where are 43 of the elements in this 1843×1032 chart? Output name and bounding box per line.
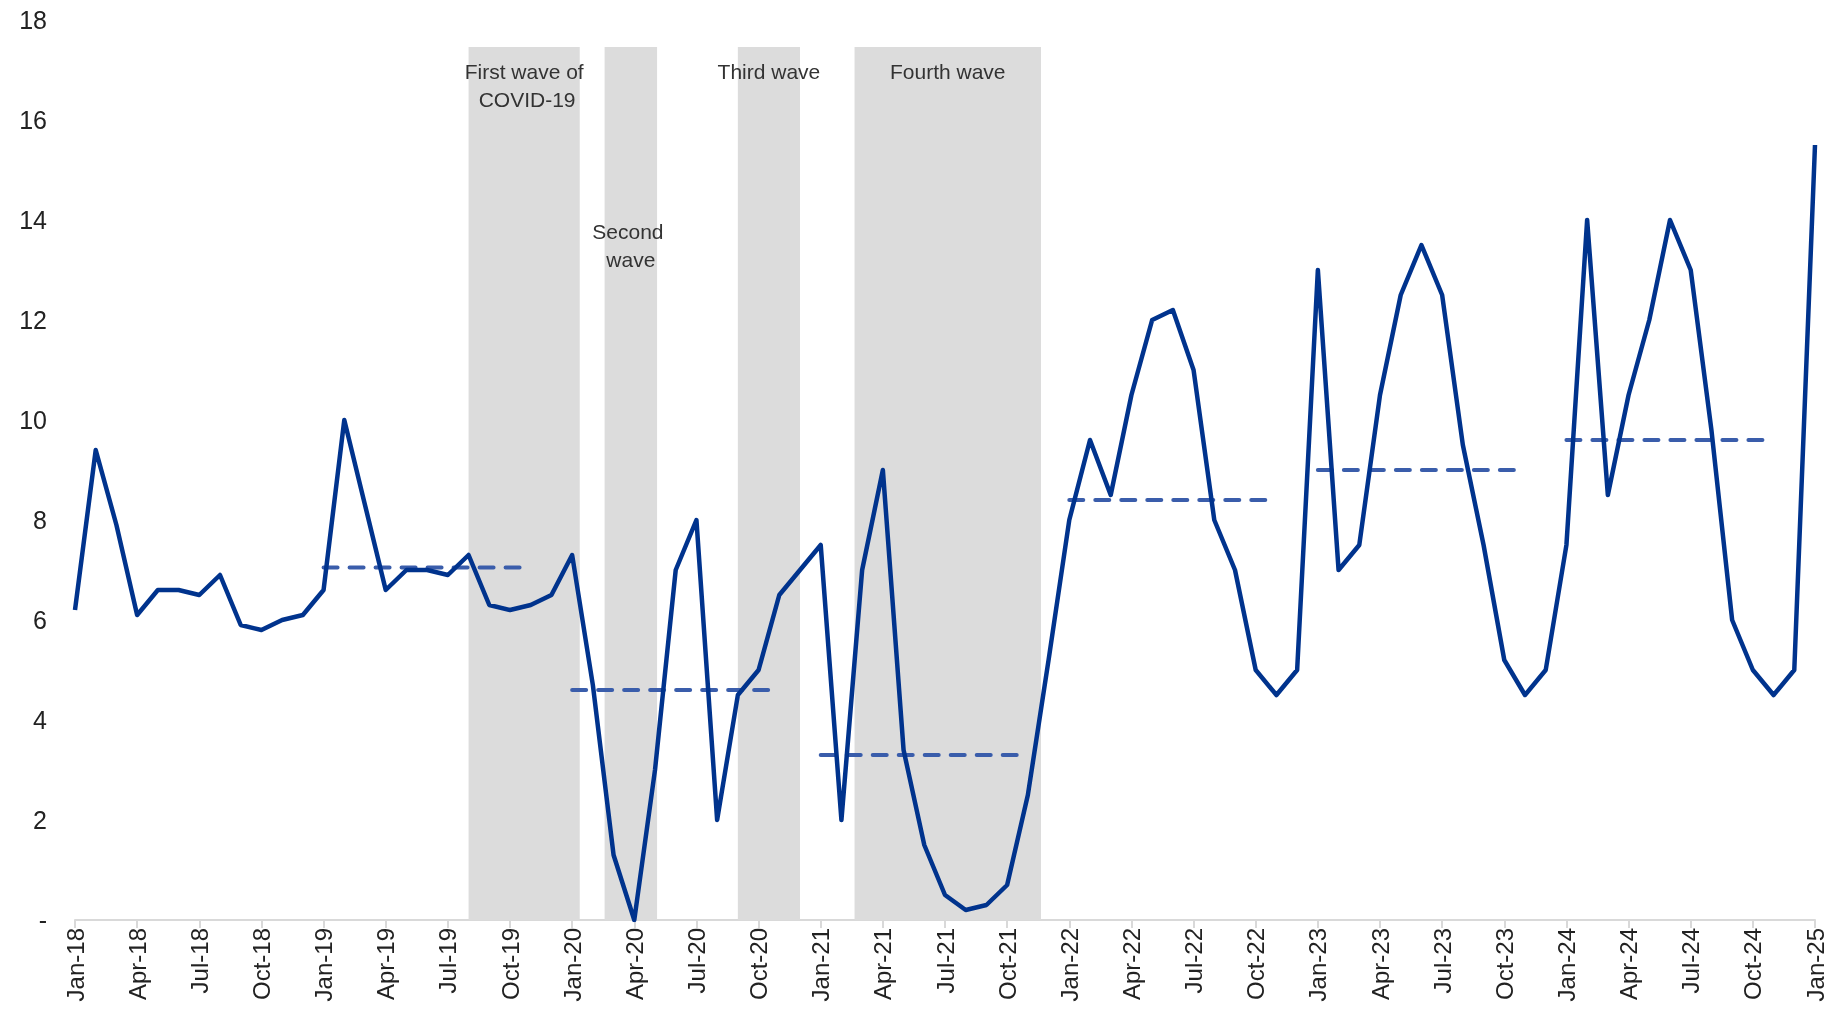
x-tick-label: Oct-19 (496, 928, 524, 1001)
x-tick-label: Jul-19 (434, 928, 462, 994)
y-tick-label: 6 (33, 606, 47, 634)
x-tick-label: Jul-18 (185, 928, 213, 994)
x-tick-label: Jul-23 (1428, 928, 1456, 994)
x-tick-label: Oct-20 (745, 928, 773, 1001)
band-label: Second wave (592, 219, 670, 271)
x-tick-label: Apr-24 (1615, 928, 1643, 1001)
x-tick-label: Jul-20 (682, 928, 710, 994)
x-tick-label: Jan-18 (61, 928, 89, 1002)
x-tick-label: Oct-22 (1242, 928, 1270, 1001)
x-tick-label: Apr-23 (1366, 928, 1394, 1001)
y-tick-label: - (38, 906, 47, 934)
x-tick-label: Apr-21 (869, 928, 897, 1001)
x-tick-label: Apr-20 (620, 928, 648, 1001)
band-label: Fourth wave (889, 59, 1006, 83)
y-tick-label: 8 (33, 506, 47, 534)
y-tick-label: 16 (19, 106, 47, 134)
band-label: First wave of COVID-19 (464, 59, 584, 111)
y-tick-label: 10 (19, 406, 47, 434)
y-tick-label: 18 (19, 6, 47, 34)
x-tick-label: Jan-25 (1801, 928, 1829, 1002)
x-tick-label: Apr-18 (123, 928, 151, 1001)
x-tick-label: Jan-19 (310, 928, 338, 1002)
x-tick-label: Jan-23 (1304, 928, 1332, 1002)
x-tick-label: Apr-19 (372, 928, 400, 1001)
x-tick-label: Oct-23 (1490, 928, 1518, 1001)
y-tick-label: 14 (19, 206, 48, 234)
x-tick-label: Jul-22 (1180, 928, 1208, 994)
x-tick-label: Jul-24 (1677, 928, 1705, 994)
x-tick-label: Jan-22 (1055, 928, 1083, 1002)
y-tick-label: 2 (33, 806, 47, 834)
x-tick-label: Jul-21 (931, 928, 959, 994)
x-tick-label: Jan-24 (1552, 928, 1580, 1002)
x-tick-label: Oct-24 (1739, 928, 1767, 1001)
y-tick-label: 12 (19, 306, 47, 334)
x-tick-label: Oct-21 (993, 928, 1021, 1001)
x-tick-label: Apr-22 (1117, 928, 1145, 1001)
band-label: Third wave (717, 59, 821, 83)
x-tick-label: Oct-18 (247, 928, 275, 1001)
x-tick-label: Jan-21 (807, 928, 835, 1002)
y-tick-label: 4 (33, 706, 48, 734)
x-tick-label: Jan-20 (558, 928, 586, 1002)
